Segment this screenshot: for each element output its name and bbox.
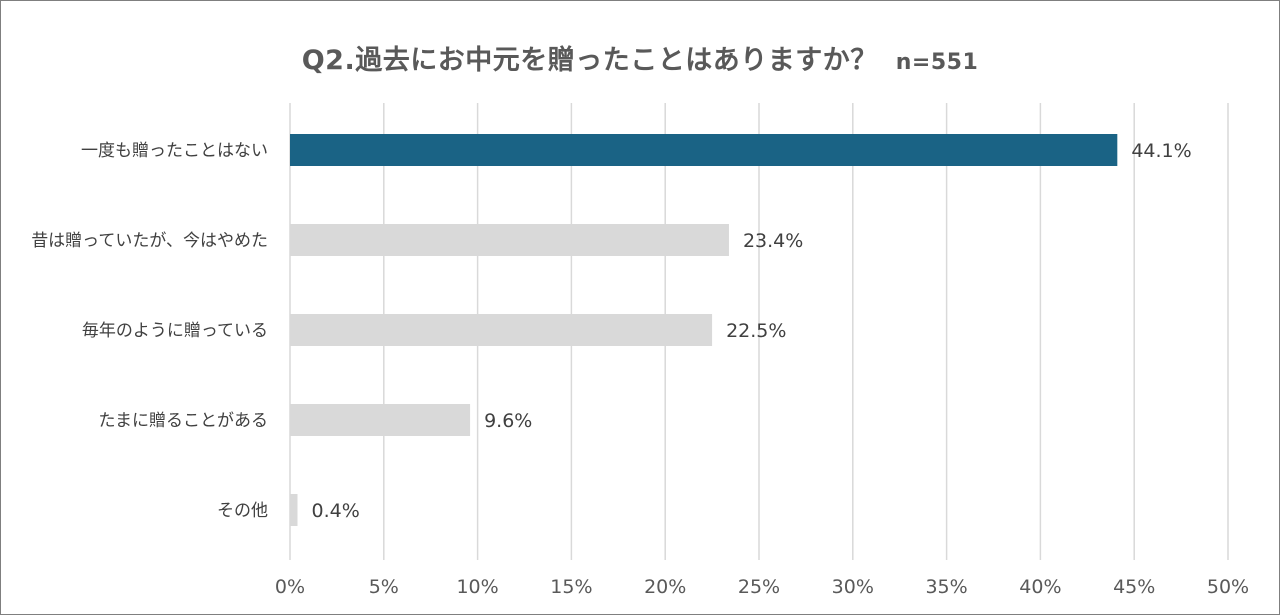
x-tick-label: 30% [832,576,874,598]
bars [290,134,1118,526]
bar [290,314,713,346]
x-tick-label: 10% [456,576,498,598]
x-tick-label: 15% [550,576,592,598]
chart-title: Q2.過去にお中元を贈ったことはありますか？ [301,45,878,76]
category-label: その他 [217,501,268,521]
x-tick-labels: 0% 5% 10% 15% 20% 25% 30% 35% 40% 45% 50% [275,576,1249,598]
data-label: 9.6% [484,410,532,432]
bar [290,134,1118,166]
category-label: たまに贈ることがある [99,411,269,431]
category-label: 一度も贈ったことはない [81,141,268,161]
x-tick-label: 35% [925,576,967,598]
data-label: 23.4% [743,230,803,252]
chart-subtitle: n=551 [895,50,979,75]
category-label: 昔は贈っていたが、今はやめた [31,231,268,251]
bar [290,404,471,436]
data-label: 44.1% [1131,140,1191,162]
x-tick-label: 0% [275,576,305,598]
category-labels: 一度も贈ったことはない昔は贈っていたが、今はやめた毎年のように贈っているたまに贈… [31,141,268,521]
data-label: 22.5% [726,320,786,342]
x-tick-label: 20% [644,576,686,598]
x-tick-label: 25% [738,576,780,598]
x-tick-label: 5% [369,576,399,598]
data-label: 0.4% [312,500,360,522]
chart-title-block: Q2.過去にお中元を贈ったことはありますか？ n=551 [0,38,1280,77]
data-labels: 44.1% 23.4% 22.5% 9.6% 0.4% [312,140,1192,522]
x-tick-label: 50% [1207,576,1249,598]
category-label: 毎年のように贈っている [82,321,268,341]
x-tick-label: 40% [1019,576,1061,598]
bar [290,494,298,526]
x-tick-label: 45% [1113,576,1155,598]
bar [290,224,729,256]
